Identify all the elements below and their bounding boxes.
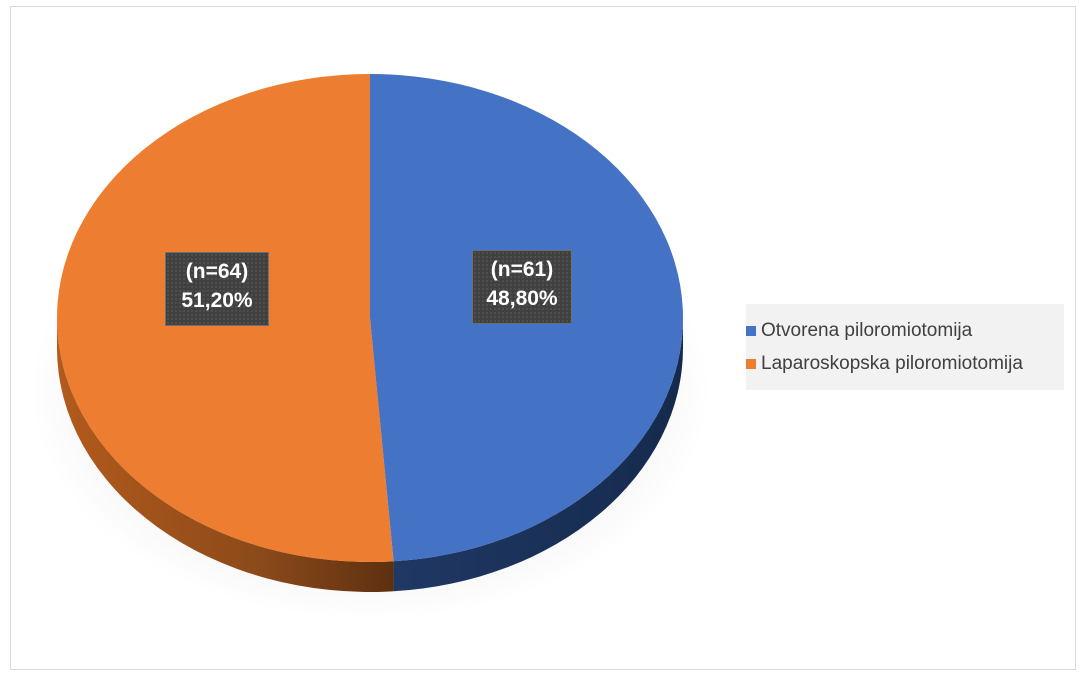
pie-slice-side-otvorena — [393, 318, 683, 592]
legend-label: Otvorena piloromiotomija — [761, 319, 973, 341]
legend-swatch-laparoskopska — [746, 358, 756, 369]
slice-label-laparoskopska: (n=64) 51,20% — [165, 252, 269, 326]
legend-label: Laparoskopska piloromiotomija — [761, 352, 1023, 374]
legend-item-laparoskopska: Laparoskopska piloromiotomija — [746, 347, 1064, 380]
slice-count-label: (n=61) — [490, 258, 554, 281]
legend: Otvorena piloromiotomija Laparoskopska p… — [746, 304, 1064, 390]
slice-label-otvorena: (n=61) 48,80% — [472, 250, 572, 324]
slice-percent-label: 51,20% — [181, 289, 253, 312]
legend-item-otvorena: Otvorena piloromiotomija — [746, 314, 1064, 347]
pie-slice-side-laparoskopska — [57, 318, 394, 592]
slice-percent-label: 48,80% — [486, 287, 558, 310]
slice-count-label: (n=64) — [185, 260, 249, 283]
legend-swatch-otvorena — [746, 325, 756, 336]
